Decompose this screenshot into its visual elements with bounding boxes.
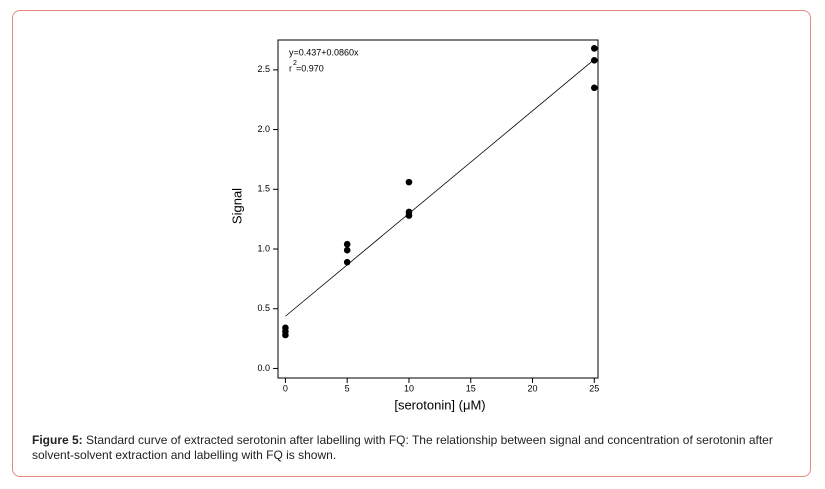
x-tick-label: 15 [466, 383, 476, 393]
y-tick-label: 1.0 [257, 243, 270, 253]
data-point [343, 240, 351, 248]
x-tick-label: 20 [528, 383, 538, 393]
figure-card [12, 10, 811, 477]
x-tick-label: 10 [404, 383, 414, 393]
caption-label: Figure 5: [32, 433, 83, 447]
r-superscript: 2 [293, 60, 297, 67]
r-value: =0.970 [296, 63, 324, 73]
y-tick-label: 2.0 [257, 124, 270, 134]
x-axis-title: [serotonin] (μM) [394, 397, 485, 412]
caption: Figure 5: Standard curve of extracted se… [32, 433, 804, 463]
fit-annotation: y=0.437+0.0860x [289, 47, 359, 57]
x-tick-label: 5 [345, 383, 350, 393]
caption-text: Standard curve of extracted serotonin af… [32, 433, 773, 462]
data-point [590, 45, 598, 52]
x-tick-label: 25 [589, 383, 599, 393]
r-label: r [289, 63, 292, 73]
data-point [343, 246, 351, 254]
fit-line [285, 59, 595, 317]
chart: y=0.437+0.0860x r 2 =0.970 [serotonin] (… [229, 39, 599, 412]
data-point [590, 84, 598, 92]
plot-frame [277, 39, 599, 379]
data-point [343, 258, 351, 266]
y-tick-label: 0.0 [257, 363, 270, 373]
y-tick-label: 0.5 [257, 303, 270, 313]
data-point [282, 331, 289, 339]
y-tick-label: 1.5 [257, 184, 270, 194]
data-point [405, 212, 413, 219]
x-tick-label: 0 [283, 383, 288, 393]
y-axis-title: Signal [229, 188, 244, 224]
data-point [405, 178, 413, 186]
data-point [590, 57, 598, 64]
y-tick-label: 2.5 [257, 64, 270, 74]
